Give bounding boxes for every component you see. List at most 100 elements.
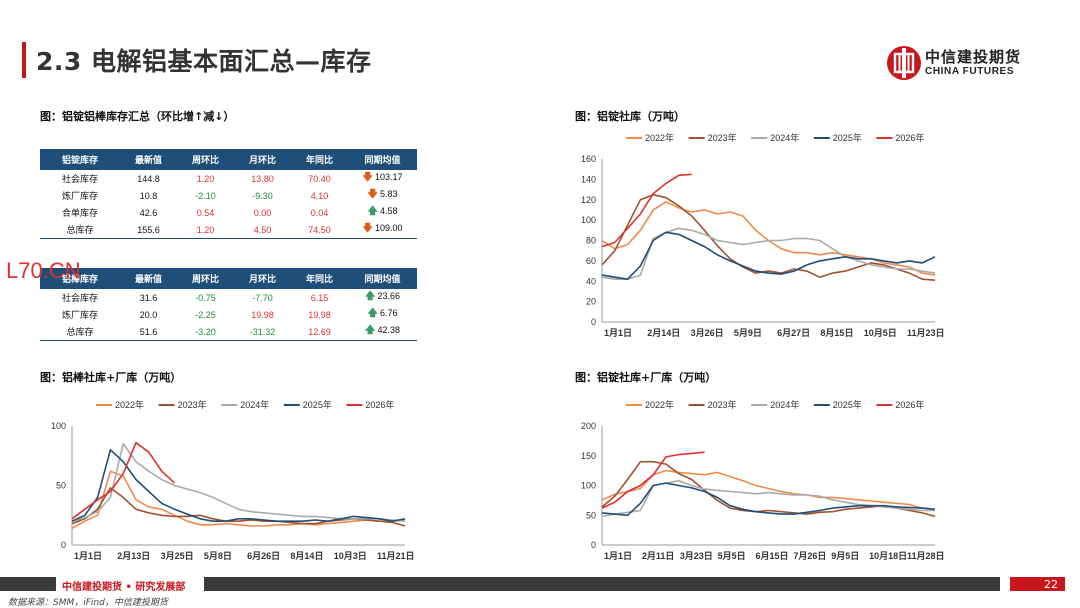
table-header-cell: 年同比	[291, 268, 348, 289]
chart-title: 图：铝锭社库（万吨）	[575, 110, 685, 123]
up-arrow-icon: 🡅	[367, 206, 378, 217]
y-tick-label: 0	[591, 317, 596, 327]
table-header-cell: 铝棒库存	[40, 268, 120, 289]
page-number-bg	[1010, 577, 1065, 591]
legend-label: 2025年	[833, 132, 862, 143]
x-tick-label: 5月5日	[718, 551, 746, 561]
avg-cell: 🡇 5.83	[348, 187, 417, 204]
avg-cell: 🡅 42.38	[348, 323, 417, 341]
legend-label: 2022年	[115, 399, 144, 410]
y-tick-label: 80	[586, 236, 596, 246]
row-label: 总库存	[40, 323, 120, 341]
legend-label: 2023年	[708, 399, 737, 410]
y-tick-label: 40	[586, 276, 596, 286]
mom-value: -31.32	[234, 323, 291, 341]
yoy-value: 70.40	[308, 173, 331, 184]
legend-label: 2024年	[770, 132, 799, 143]
table-row: 总库存 51.6 -3.20 -31.32 12.69 🡅 42.38	[40, 323, 417, 341]
table-header-cell: 年同比	[291, 149, 348, 170]
x-tick-label: 9月5日	[831, 551, 859, 561]
latest-value: 31.6	[139, 292, 158, 303]
x-tick-label: 2月11日	[642, 551, 675, 561]
latest-value: 51.6	[120, 323, 177, 341]
series-line-2022年	[601, 469, 936, 511]
table-row: 合单库存 42.6 0.54 0.00 0.04 🡅 4.58	[40, 204, 417, 221]
mom-value: -9.30	[252, 190, 273, 201]
row-label: 炼厂库存	[61, 191, 98, 201]
legend-label: 2025年	[833, 399, 862, 410]
avg-value: 5.83	[379, 189, 398, 199]
y-tick-label: 0	[61, 540, 66, 550]
x-tick-label: 7月26日	[793, 551, 826, 561]
legend-label: 2022年	[645, 399, 674, 410]
wow-value: 0.54	[196, 207, 215, 218]
avg-cell: 🡅 4.58	[348, 204, 417, 221]
down-arrow-icon: 🡇	[362, 223, 373, 234]
avg-cell: 🡅 6.76	[348, 306, 417, 323]
y-tick-label: 100	[51, 421, 66, 431]
x-tick-label: 1月1日	[604, 328, 632, 338]
y-tick-label: 20	[586, 297, 596, 307]
y-tick-label: 160	[581, 154, 596, 164]
down-arrow-icon: 🡇	[367, 189, 378, 200]
wow-value: -3.20	[177, 323, 234, 341]
aluminum-rod-inventory-table: 铝棒库存 最新值 周环比 月环比 年同比 同期均值 社会库存 31.6 -0.7…	[40, 268, 417, 341]
x-tick-label: 8月15日	[820, 328, 853, 338]
x-tick-label: 8月14日	[290, 551, 323, 561]
y-tick-label: 100	[581, 215, 596, 225]
series-line-2026年	[601, 173, 692, 248]
avg-value: 109.00	[374, 223, 403, 233]
series-line-2025年	[601, 231, 936, 280]
table-row: 炼厂库存 20.0 -2.25 19.98 19.98 🡅 6.76	[40, 306, 417, 323]
x-tick-label: 2月13日	[117, 551, 150, 561]
table-header-cell: 铝锭库存	[40, 149, 120, 170]
yoy-value: 19.98	[308, 309, 331, 320]
avg-value: 42.38	[377, 325, 401, 335]
table-row: 社会库存 144.8 1.20 13.80 70.40 🡇 103.17	[40, 170, 417, 187]
yoy-value: 0.04	[310, 207, 329, 218]
company-logo: 中信建投期货 CHINA FUTURES	[885, 44, 1043, 82]
avg-value: 6.76	[379, 308, 398, 318]
table-header-cell: 同期均值	[348, 149, 417, 170]
title-accent-bar	[22, 42, 26, 78]
latest-value: 144.8	[137, 173, 160, 184]
watermark-text: L70.CN	[6, 258, 81, 283]
yoy-value: 12.69	[291, 323, 348, 341]
table-header-cell: 月环比	[234, 149, 291, 170]
ingot-total-inventory-chart: 0 50 100 150 200 1月1日 2月11日 3月23日 5月5日 6月15日 7月26日…	[581, 399, 945, 561]
row-label: 炼厂库存	[61, 310, 98, 320]
table-header-cell: 月环比	[234, 268, 291, 289]
y-tick-label: 140	[581, 174, 596, 184]
y-tick-label: 0	[591, 540, 596, 550]
logo-en-text: CHINA FUTURES	[925, 66, 1015, 77]
avg-cell: 🡇 103.17	[348, 170, 417, 187]
x-tick-label: 1月1日	[604, 551, 632, 561]
x-tick-label: 1月1日	[74, 551, 102, 561]
y-tick-label: 100	[581, 481, 596, 491]
latest-value: 20.0	[139, 309, 158, 320]
x-tick-label: 10月3日	[334, 551, 367, 561]
x-tick-label: 2月14日	[647, 328, 680, 338]
x-tick-label: 10月18日	[869, 551, 907, 561]
mom-value: 13.80	[251, 173, 274, 184]
data-source: 数据来源：SMM，iFind，中信建投期货	[8, 598, 168, 608]
legend-label: 2025年	[303, 399, 332, 410]
series-line-2025年	[71, 448, 406, 522]
x-tick-label: 10月5日	[864, 328, 897, 338]
x-tick-label: 6月15日	[756, 551, 789, 561]
table-header-cell: 周环比	[177, 149, 234, 170]
x-tick-label: 11月23日	[907, 328, 945, 338]
series-line-2023年	[601, 193, 936, 281]
avg-cell: 🡅 23.66	[348, 289, 417, 306]
table-header-cell: 最新值	[120, 149, 177, 170]
x-tick-label: 11月21日	[377, 551, 415, 561]
x-tick-label: 3月23日	[680, 551, 713, 561]
legend-label: 2023年	[708, 132, 737, 143]
chart-title: 图：铝棒社库+厂库（万吨）	[40, 371, 182, 384]
mom-value: -7.70	[252, 292, 273, 303]
up-arrow-icon: 🡅	[364, 291, 376, 302]
avg-value: 23.66	[377, 291, 401, 301]
x-tick-label: 6月26日	[247, 551, 280, 561]
table-row: 总库存 155.6 1.20 4.50 74.50 🡇 109.00	[40, 221, 417, 239]
legend-label: 2026年	[365, 399, 394, 410]
